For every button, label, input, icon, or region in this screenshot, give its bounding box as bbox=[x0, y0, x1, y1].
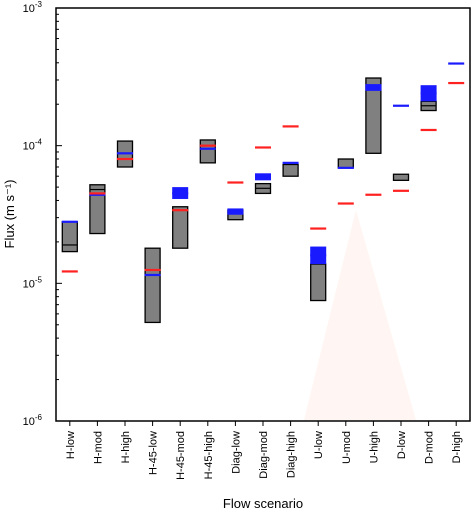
y-tick-label: 10-6 bbox=[23, 413, 43, 428]
y-tick-label: 10-4 bbox=[23, 138, 43, 153]
marker-layer bbox=[61, 62, 465, 277]
x-axis: H-low H-mod H-high H-45-low H-45-mod H-45-hig… bbox=[65, 421, 463, 480]
modelled-marker bbox=[365, 193, 382, 196]
measured-marker bbox=[282, 161, 299, 164]
range-box bbox=[337, 158, 354, 169]
range-box bbox=[282, 163, 299, 177]
x-tick-label: H-45-low bbox=[148, 431, 160, 475]
y-axis: 10-3 10-4 10-5 10-6 bbox=[23, 0, 62, 428]
measured-marker bbox=[144, 273, 161, 277]
range-box bbox=[172, 206, 189, 249]
modelled-marker bbox=[89, 192, 106, 195]
range-box bbox=[365, 77, 382, 154]
range-box bbox=[61, 221, 78, 253]
measured-marker bbox=[448, 62, 465, 65]
x-tick-label: U-low bbox=[313, 431, 325, 459]
measured-marker bbox=[310, 254, 327, 257]
measured-marker bbox=[420, 92, 437, 95]
range-box bbox=[310, 263, 327, 302]
modelled-marker bbox=[393, 189, 409, 192]
box-layer bbox=[61, 77, 437, 324]
modelled-marker bbox=[420, 128, 437, 132]
modelled-marker bbox=[227, 181, 244, 184]
modelled-marker bbox=[337, 202, 354, 205]
modelled-marker bbox=[448, 81, 465, 85]
measured-marker bbox=[61, 220, 78, 223]
plot-frame bbox=[55, 7, 471, 422]
range-box bbox=[199, 139, 216, 164]
measured-marker bbox=[365, 86, 382, 89]
modelled-marker bbox=[61, 270, 78, 273]
modelled-marker bbox=[310, 227, 327, 230]
measured-marker bbox=[255, 176, 271, 179]
x-tick-label: Diag-mod bbox=[258, 431, 270, 479]
range-box bbox=[392, 173, 410, 181]
modelled-marker bbox=[282, 125, 299, 128]
x-axis-title: Flow scenario bbox=[223, 496, 303, 511]
y-tick-label: 10-5 bbox=[23, 275, 43, 290]
modelled-marker bbox=[117, 157, 133, 161]
range-box bbox=[144, 247, 161, 324]
x-tick-label: H-low bbox=[65, 431, 77, 459]
measured-marker bbox=[337, 166, 354, 169]
x-tick-label: H-high bbox=[120, 431, 132, 463]
measured-marker bbox=[172, 192, 189, 195]
y-axis-title: Flux (m s⁻¹) bbox=[2, 180, 17, 249]
measured-marker bbox=[393, 104, 409, 107]
measured-marker bbox=[199, 147, 216, 150]
x-tick-label: Diag-low bbox=[230, 431, 242, 474]
x-tick-label: U-high bbox=[368, 431, 380, 463]
x-tick-label: D-high bbox=[451, 431, 463, 463]
x-tick-label: U-mod bbox=[341, 431, 353, 464]
background-shading bbox=[304, 210, 416, 420]
modelled-marker bbox=[199, 144, 216, 147]
modelled-marker bbox=[172, 209, 189, 212]
modelled-marker bbox=[144, 268, 161, 272]
x-tick-label: H-45-high bbox=[203, 431, 215, 479]
measured-marker bbox=[89, 193, 106, 196]
x-tick-label: D-low bbox=[396, 431, 408, 459]
y-tick-label: 10-3 bbox=[23, 0, 43, 15]
x-tick-label: H-45-mod bbox=[175, 431, 187, 480]
x-tick-label: H-mod bbox=[92, 431, 104, 464]
measured-marker bbox=[227, 210, 244, 214]
modelled-marker bbox=[255, 146, 271, 149]
measured-marker bbox=[117, 152, 133, 155]
x-tick-label: Diag-high bbox=[286, 431, 298, 478]
range-box bbox=[89, 184, 106, 235]
x-tick-label: D-mod bbox=[424, 431, 436, 464]
